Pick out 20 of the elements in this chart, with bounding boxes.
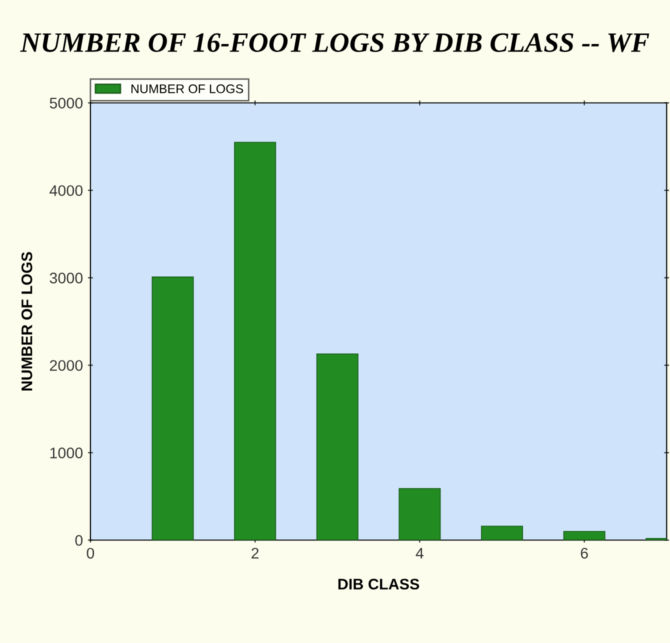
bar <box>234 142 276 540</box>
x-axis-title: DIB CLASS <box>338 578 420 590</box>
x-tick-label: 0 <box>86 548 94 559</box>
y-tick-label: 3000 <box>50 272 83 284</box>
legend-label: NUMBER OF LOGS <box>131 84 244 94</box>
bar <box>316 353 358 540</box>
y-axis-title: NUMBER OF LOGS <box>21 252 32 390</box>
bar <box>152 276 194 540</box>
y-tick-label: 5000 <box>50 98 83 109</box>
y-tick-label: 1000 <box>50 448 83 458</box>
bar <box>398 488 441 540</box>
bar <box>481 526 524 540</box>
chart-title: NUMBER OF 16-FOOT LOGS BY DIB CLASS -- WF <box>20 33 650 52</box>
y-tick-label: 0 <box>75 534 83 546</box>
y-tick-label: 2000 <box>50 360 83 371</box>
y-tick-label: 4000 <box>50 185 83 196</box>
x-tick-label: 4 <box>416 548 424 558</box>
bar <box>563 530 606 540</box>
x-tick-label: 6 <box>580 548 588 559</box>
x-tick-label: 2 <box>252 548 259 558</box>
